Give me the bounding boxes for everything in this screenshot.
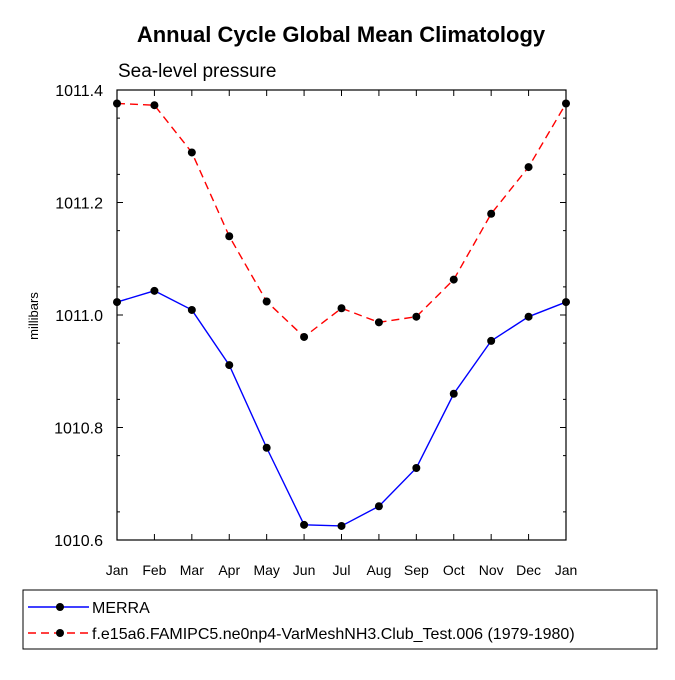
x-tick-label: Jul <box>333 562 351 578</box>
series-0-point <box>562 298 570 307</box>
axes: Jan Feb Mar Apr May Jun Jul Aug Sep Oct Nov Dec Jan1… <box>54 83 577 578</box>
legend-label-0: MERRA <box>92 600 150 617</box>
series-line-0 <box>116 290 567 527</box>
legend-box <box>22 589 658 650</box>
legend-marker-1 <box>56 629 64 637</box>
y-tick-label: 1010.6 <box>54 533 103 550</box>
y-tick-label: 1011.4 <box>55 83 103 100</box>
series-0-point <box>225 361 234 370</box>
series-1-point <box>150 101 159 110</box>
x-tick-label: May <box>253 562 279 578</box>
x-tick-label: Aug <box>366 562 391 578</box>
series-1-point <box>524 163 533 172</box>
y-tick-label: 1011.2 <box>55 196 103 213</box>
chart-title: Annual Cycle Global Mean Climatology <box>137 22 546 47</box>
series-1-point <box>225 232 234 241</box>
series-0-point <box>300 520 309 529</box>
y-axis-label: millibars <box>26 292 41 340</box>
series-0-point <box>113 298 121 307</box>
legend-marker-0 <box>56 603 64 611</box>
y-tick-label: 1010.8 <box>54 421 103 438</box>
legend: MERRA f.e15a6.FAMIPC5.ne0np4-VarMeshNH3.C… <box>22 589 658 650</box>
y-tick-label: 1011.0 <box>55 308 103 325</box>
x-tick-label: Jan <box>106 562 129 578</box>
x-tick-label: Dec <box>516 562 541 578</box>
series-1-point <box>487 209 496 218</box>
series-0-point <box>262 443 271 452</box>
series-0-point <box>150 286 159 295</box>
series-1-point <box>562 99 570 108</box>
series-1-point <box>412 312 421 321</box>
series-1-point <box>262 297 271 306</box>
chart-subtitle: Sea-level pressure <box>118 61 276 82</box>
series-1-point <box>449 275 458 284</box>
series-1-point <box>113 99 121 108</box>
series-1-point <box>300 332 309 341</box>
series-1-point <box>187 148 196 157</box>
series-1-point <box>374 318 383 327</box>
series-line-1 <box>116 102 567 338</box>
series-0-point <box>412 464 421 472</box>
series-1-point <box>337 304 346 313</box>
x-tick-label: Nov <box>479 562 504 578</box>
legend-label-1: f.e15a6.FAMIPC5.ne0np4-VarMeshNH3.Club_T… <box>92 626 575 643</box>
x-tick-label: Oct <box>443 562 465 578</box>
x-tick-label: Mar <box>180 562 204 578</box>
series-0-point <box>337 521 346 530</box>
series-layer <box>113 99 570 530</box>
series-0-point <box>374 502 383 511</box>
series-0-point <box>187 305 196 314</box>
x-tick-label: Apr <box>218 562 240 578</box>
series-0-point <box>487 336 496 345</box>
plot-frame <box>116 89 567 541</box>
x-tick-label: Feb <box>142 562 166 578</box>
x-tick-label: Jun <box>293 562 316 578</box>
x-tick-label: Jan <box>555 562 578 578</box>
x-tick-label: Sep <box>404 562 429 578</box>
series-0-point <box>449 389 458 398</box>
series-0-point <box>524 312 533 321</box>
